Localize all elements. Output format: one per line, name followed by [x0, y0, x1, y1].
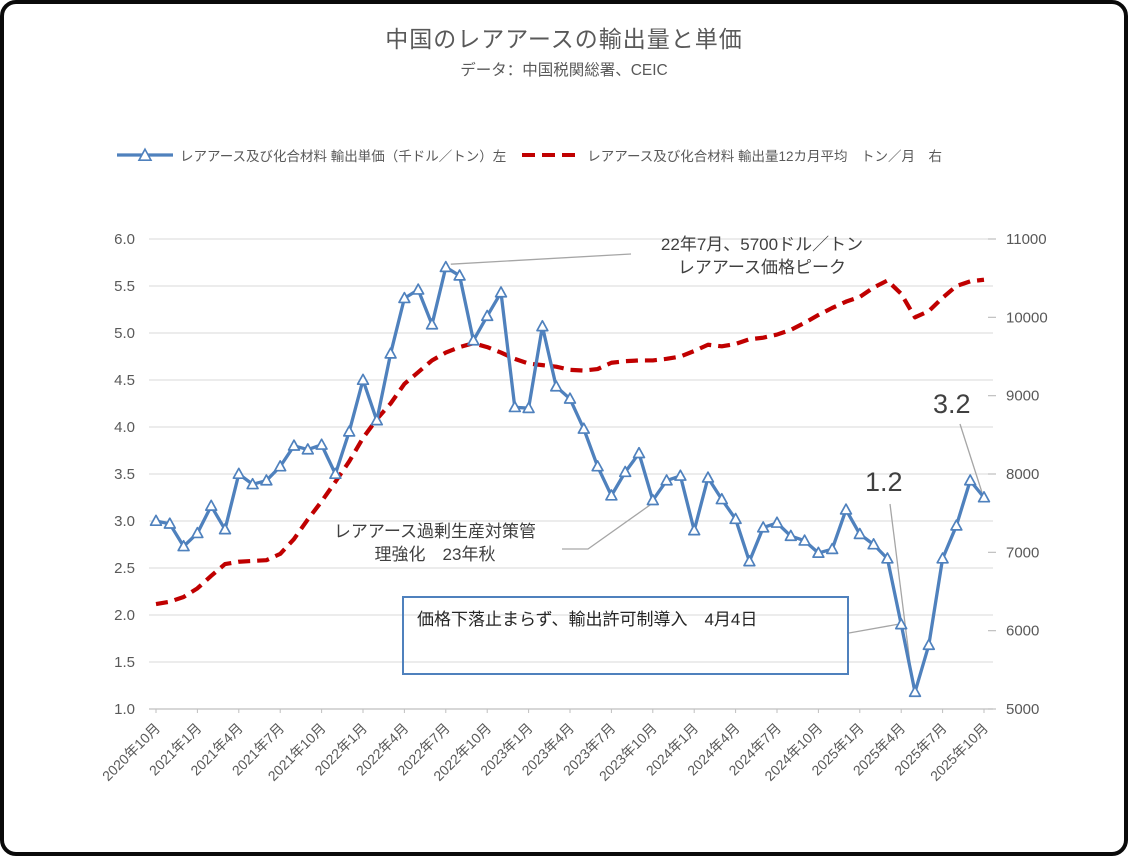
svg-text:5.5: 5.5 [114, 278, 135, 295]
svg-text:1.5: 1.5 [114, 654, 135, 671]
legend-label-unit-price: レアアース及び化合材料 輸出単価（千ドル／トン）左 [180, 149, 507, 164]
annotation-export-license-text: 価格下落止まらず、輸出許可制導入 4月4日 [417, 610, 758, 629]
chart-legend: レアアース及び化合材料 輸出単価（千ドル／トン）左 レアアース及び化合材料 輸出… [116, 145, 942, 165]
annotation-export-license-box: 価格下落止まらず、輸出許可制導入 4月4日 [402, 596, 849, 675]
svg-text:9000: 9000 [1006, 388, 1039, 405]
svg-text:2.0: 2.0 [114, 607, 135, 624]
svg-text:7000: 7000 [1006, 544, 1039, 561]
legend-line-triangle-swatch-icon [117, 147, 173, 161]
annotation-overproduction-policy-line2: 理強化 23年秋 [374, 544, 496, 564]
svg-text:3.0: 3.0 [114, 513, 135, 530]
legend-dashed-line-swatch-icon [522, 153, 581, 157]
chart-title: 中国のレアアースの輸出量と単価 [385, 26, 743, 52]
svg-text:1.0: 1.0 [114, 701, 135, 718]
svg-text:10000: 10000 [1006, 309, 1048, 326]
legend-item-unit-price: レアアース及び化合材料 輸出単価（千ドル／トン）左 [116, 145, 506, 165]
svg-text:8000: 8000 [1006, 466, 1039, 483]
chart-subtitle: データ：中国税関総署、CEIC [460, 62, 668, 79]
annotation-overproduction-policy: レアアース過剰生産対策管 理強化 23年秋 [304, 521, 566, 566]
svg-text:5.0: 5.0 [114, 325, 135, 342]
plot-area: 6.0 5.5 5.0 4.5 4.0 3.5 3.0 2.5 2.0 1.5 1.0 11000 10… [99, 231, 1048, 784]
annotation-overproduction-policy-line1: レアアース過剰生産対策管 [333, 522, 537, 541]
annotation-price-peak-line1: 22年7月、5700ドル／トン [660, 235, 864, 254]
svg-text:4.5: 4.5 [114, 372, 135, 389]
data-label-last-3-2: 3.2 [933, 389, 971, 419]
svg-text:4.0: 4.0 [114, 419, 135, 436]
svg-text:2.5: 2.5 [114, 560, 135, 577]
legend-label-export-volume: レアアース及び化合材料 輸出量12カ月平均 トン／月 右 [587, 149, 943, 164]
svg-text:11000: 11000 [1006, 231, 1047, 248]
annotation-price-peak: 22年7月、5700ドル／トン レアアース価格ピーク [604, 234, 920, 279]
svg-text:6.0: 6.0 [114, 231, 135, 248]
svg-text:6000: 6000 [1006, 623, 1039, 640]
svg-text:3.5: 3.5 [114, 466, 135, 483]
annotation-price-peak-line2: レアアース価格ピーク [677, 257, 847, 277]
legend-item-export-volume: レアアース及び化合材料 輸出量12カ月平均 トン／月 右 [521, 145, 942, 165]
svg-text:5000: 5000 [1006, 701, 1039, 718]
data-label-low-1-2: 1.2 [865, 467, 903, 497]
